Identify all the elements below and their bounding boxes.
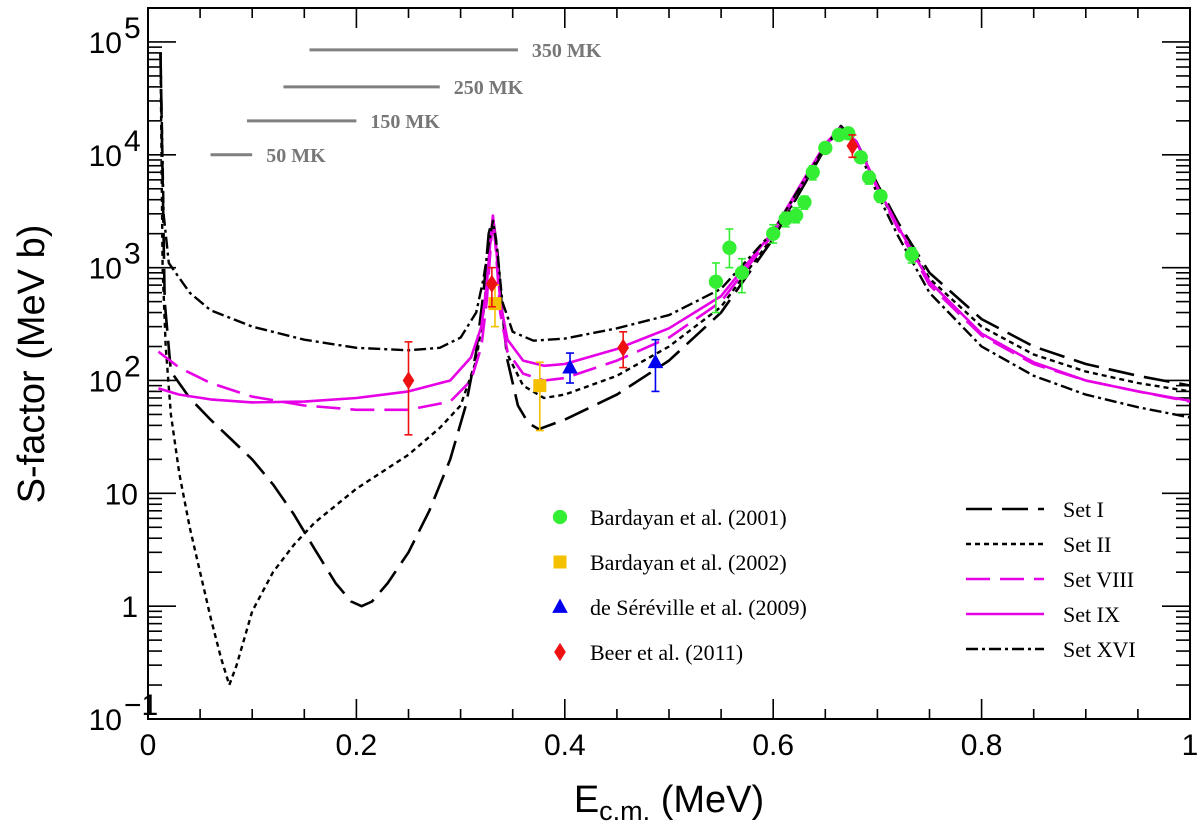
y-tick-label: 10 [89, 365, 122, 398]
data-point [797, 195, 812, 210]
data-point [805, 165, 820, 180]
legend-marker [553, 555, 567, 569]
y-tick-label: 10 [89, 27, 122, 60]
legend-marker [552, 509, 568, 525]
y-tick-exponent: 2 [124, 350, 141, 383]
legend-label: Set IX [1063, 602, 1120, 627]
legend-label: Set II [1063, 532, 1111, 557]
temperature-ranges: 50 MK 150 MK 250 MK 350 MK [210, 40, 602, 167]
x-tick-label: 0.2 [336, 729, 378, 762]
data-point [904, 247, 919, 262]
data-point [708, 274, 724, 289]
data-point [873, 189, 888, 204]
data-points [402, 126, 919, 436]
temperature-label: 150 MK [370, 111, 440, 133]
y-tick-exponent: 5 [124, 12, 141, 45]
x-axis: 0 0.2 0.4 0.6 0.8 1 [140, 8, 1199, 762]
data-point [722, 240, 737, 255]
data-point [788, 208, 804, 223]
legend-label: Beer et al. (2011) [590, 640, 743, 665]
temperature-label: 50 MK [266, 145, 326, 167]
x-tick-label: 0 [140, 729, 157, 762]
x-tick-label: 0.6 [752, 729, 794, 762]
curve-set-xvi [159, 52, 1190, 419]
legend-data: Bardayan et al. (2001) Bardayan et al. (2… [552, 505, 807, 665]
data-point [734, 265, 750, 280]
temperature-label: 350 MK [532, 40, 602, 62]
legend-label: Bardayan et al. (2001) [590, 505, 787, 530]
data-point [818, 140, 833, 156]
y-tick-label: 10 [89, 253, 122, 286]
data-point [647, 353, 664, 369]
data-point [486, 274, 498, 293]
data-point [562, 359, 578, 374]
y-tick-label: 1 [121, 591, 138, 624]
curve-set-ix [158, 126, 1190, 404]
legend-models: Set I Set II Set VIII Set IX Set XVI [966, 497, 1136, 662]
y-tick-exponent: 3 [124, 238, 141, 271]
legend-label: Set XVI [1063, 637, 1136, 662]
data-point [846, 136, 859, 155]
data-point [766, 226, 781, 241]
y-axis-title: S-factor (MeV b) [11, 225, 53, 504]
y-tick-label: 10 [89, 140, 122, 173]
y-tick-label: 10 [105, 478, 138, 511]
data-point [402, 371, 415, 390]
legend-marker [554, 642, 566, 662]
data-point [533, 379, 547, 393]
legend-label: Bardayan et al. (2002) [590, 550, 787, 575]
x-axis-title: Ec.m. (MeV) [574, 779, 764, 826]
data-point [617, 338, 630, 357]
temperature-label: 250 MK [454, 77, 524, 99]
legend-label: Set I [1063, 497, 1104, 522]
y-tick-exponent: −1 [124, 689, 158, 722]
x-tick-label: 0.8 [961, 729, 1003, 762]
legend-marker [552, 598, 568, 613]
legend-label: Set VIII [1063, 567, 1134, 592]
curve-set-viii [157, 126, 1190, 412]
x-tick-label: 0.4 [544, 729, 586, 762]
legend-label: de Séréville et al. (2009) [590, 595, 807, 620]
x-tick-label: 1 [1182, 729, 1199, 762]
y-tick-label: 10 [89, 704, 122, 737]
data-point [853, 150, 868, 165]
data-point [861, 170, 877, 185]
data-point [488, 297, 502, 311]
y-tick-exponent: 4 [124, 125, 141, 158]
